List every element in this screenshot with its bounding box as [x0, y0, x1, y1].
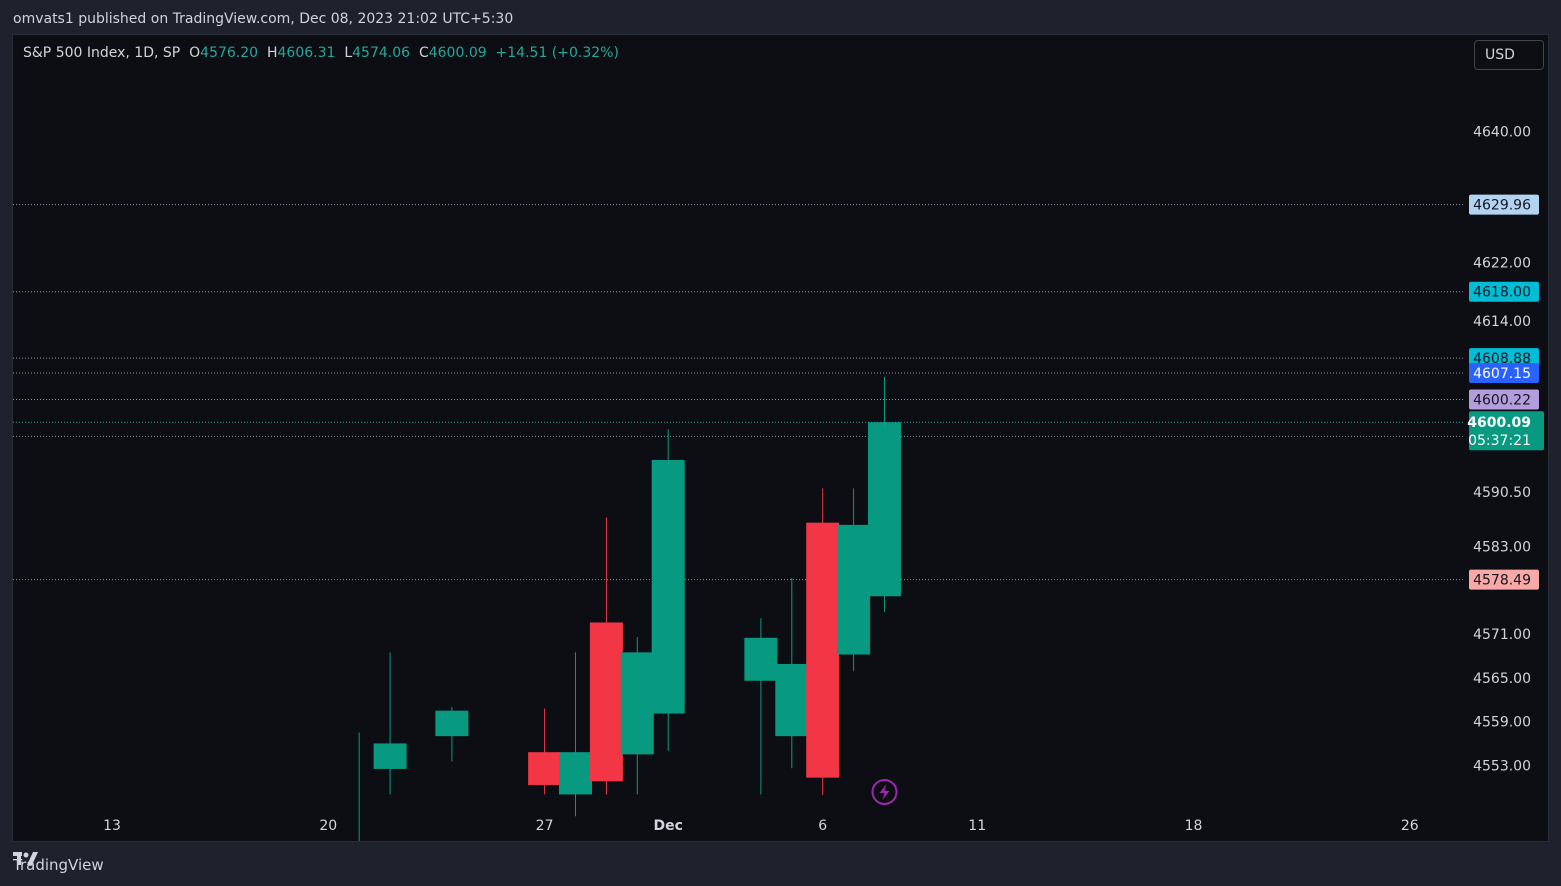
price-label-bg-1: [1469, 281, 1539, 302]
current-price-label-bg: [1469, 411, 1544, 451]
change-value: +14.51 (+0.32%): [495, 45, 619, 61]
x-tick-label: 13: [103, 818, 121, 834]
candle-body-4[interactable]: [559, 752, 592, 795]
footer-brand-label: TradingView: [13, 856, 104, 874]
y-tick-label: 4565.00: [1473, 671, 1531, 687]
open-value: 4576.20: [200, 45, 259, 61]
candle-body-7[interactable]: [651, 460, 685, 714]
ohlc-legend: S&P 500 Index, 1D, SP O4576.20 H4606.31 …: [23, 45, 619, 61]
low-value: 4574.06: [352, 45, 411, 61]
candle-body-1[interactable]: [373, 743, 407, 769]
y-tick-label: 4559.00: [1473, 715, 1531, 731]
countdown-label: 05:37:21: [1468, 433, 1531, 449]
tradingview-logo-icon: [13, 852, 38, 865]
price-label-bg-6: [1469, 569, 1539, 590]
open-label: O: [189, 45, 201, 61]
candle-body-2[interactable]: [435, 710, 469, 737]
footer-brand[interactable]: TradingView: [13, 852, 104, 878]
price-label-1: 4618.00: [1473, 285, 1531, 301]
price-label-bg-3: [1469, 362, 1539, 383]
price-label-bg-0: [1469, 194, 1539, 215]
candlestick-chart[interactable]: 4640.00 4622.00 4614.00 4590.50 4583.00 4571.…: [13, 35, 1549, 842]
high-value: 4606.31: [277, 45, 336, 61]
lightning-event-icon[interactable]: [871, 779, 898, 805]
candle-body-12[interactable]: [868, 422, 901, 597]
candle-body-11[interactable]: [837, 524, 871, 655]
y-tick-label: 4553.00: [1473, 758, 1531, 774]
y-tick-label: 4583.00: [1473, 540, 1531, 556]
close-value: 4600.09: [428, 45, 487, 61]
y-tick-label: 4640.00: [1473, 124, 1531, 140]
x-tick-label: 26: [1401, 818, 1419, 834]
x-tick-label: 20: [319, 818, 337, 834]
current-price-label: 4600.09: [1467, 415, 1531, 431]
y-tick-label: 4614.00: [1473, 314, 1531, 330]
x-tick-label: 27: [536, 818, 554, 834]
x-tick-label: Dec: [653, 818, 682, 834]
candle-body-9[interactable]: [775, 664, 809, 737]
candle-body-10[interactable]: [806, 522, 840, 778]
price-label-3: 4607.15: [1473, 366, 1531, 382]
chart-panel[interactable]: 4640.00 4622.00 4614.00 4590.50 4583.00 4571.…: [12, 34, 1549, 842]
candle-body-8[interactable]: [744, 637, 778, 681]
low-label: L: [344, 45, 353, 61]
y-tick-label: 4590.50: [1473, 485, 1531, 501]
price-label-4: 4600.22: [1473, 393, 1531, 409]
price-label-6: 4578.49: [1473, 573, 1531, 589]
price-label-bg-4: [1469, 389, 1539, 410]
price-label-0: 4629.96: [1473, 198, 1531, 214]
x-tick-label: 11: [968, 818, 986, 834]
y-tick-label: 4622.00: [1473, 256, 1531, 272]
y-tick-label: 4571.00: [1473, 627, 1531, 643]
candle-body-5[interactable]: [589, 622, 623, 782]
currency-button[interactable]: USD: [1474, 40, 1544, 70]
publisher-text: omvats1 published on TradingView.com, De…: [13, 11, 514, 27]
x-tick-label: 18: [1185, 818, 1203, 834]
publisher-header: omvats1 published on TradingView.com, De…: [0, 0, 1561, 34]
candle-body-3[interactable]: [528, 752, 562, 785]
close-label: C: [418, 45, 429, 61]
lightning-bolt-icon: [879, 784, 890, 800]
x-tick-label: 6: [818, 818, 827, 834]
symbol-name: S&P 500 Index, 1D, SP: [23, 45, 181, 61]
candle-body-6[interactable]: [620, 652, 654, 755]
high-label: H: [266, 45, 278, 61]
